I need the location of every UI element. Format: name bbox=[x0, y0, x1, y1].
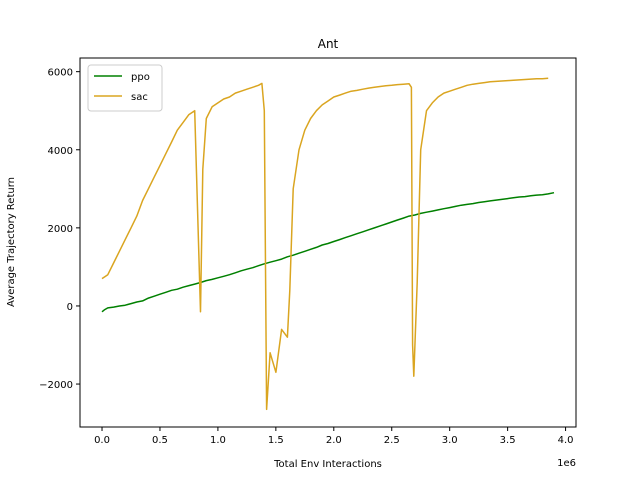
legend-frame bbox=[87, 64, 163, 112]
x-axis-label: Total Env Interactions bbox=[273, 459, 382, 470]
x-tick-label: 3.5 bbox=[500, 435, 516, 446]
y-tick-label: −2000 bbox=[39, 380, 73, 391]
x-tick-label: 1.0 bbox=[210, 435, 226, 446]
y-axis: −2000 0 2000 4000 6000 bbox=[39, 68, 80, 391]
plot-area bbox=[79, 57, 577, 428]
x-tick-label: 4.0 bbox=[558, 435, 574, 446]
series-layer bbox=[101, 77, 555, 411]
x-axis-offset-label: 1e6 bbox=[557, 458, 576, 469]
series-line-sac bbox=[101, 77, 549, 411]
plot-frame bbox=[79, 57, 577, 428]
x-tick-label: 1.5 bbox=[268, 435, 284, 446]
x-tick-label: 2.5 bbox=[384, 435, 400, 446]
legend-label-sac: sac bbox=[131, 92, 148, 103]
y-tick-label: 4000 bbox=[48, 146, 73, 157]
legend: ppo sac bbox=[87, 64, 163, 112]
y-axis-label: Average Trajectory Return bbox=[6, 177, 17, 307]
y-tick-label: 6000 bbox=[48, 68, 73, 79]
y-tick-label: 0 bbox=[67, 302, 73, 313]
x-tick-label: 2.0 bbox=[326, 435, 342, 446]
y-tick-label: 2000 bbox=[48, 224, 73, 235]
chart-title: Ant bbox=[318, 37, 339, 51]
x-axis: 0.0 0.5 1.0 1.5 2.0 2.5 3.0 3.5 4.0 bbox=[94, 427, 574, 446]
legend-label-ppo: ppo bbox=[131, 72, 150, 83]
x-tick-label: 0.0 bbox=[94, 435, 110, 446]
series-line-ppo bbox=[101, 191, 555, 313]
x-tick-label: 0.5 bbox=[152, 435, 168, 446]
x-tick-label: 3.0 bbox=[442, 435, 458, 446]
